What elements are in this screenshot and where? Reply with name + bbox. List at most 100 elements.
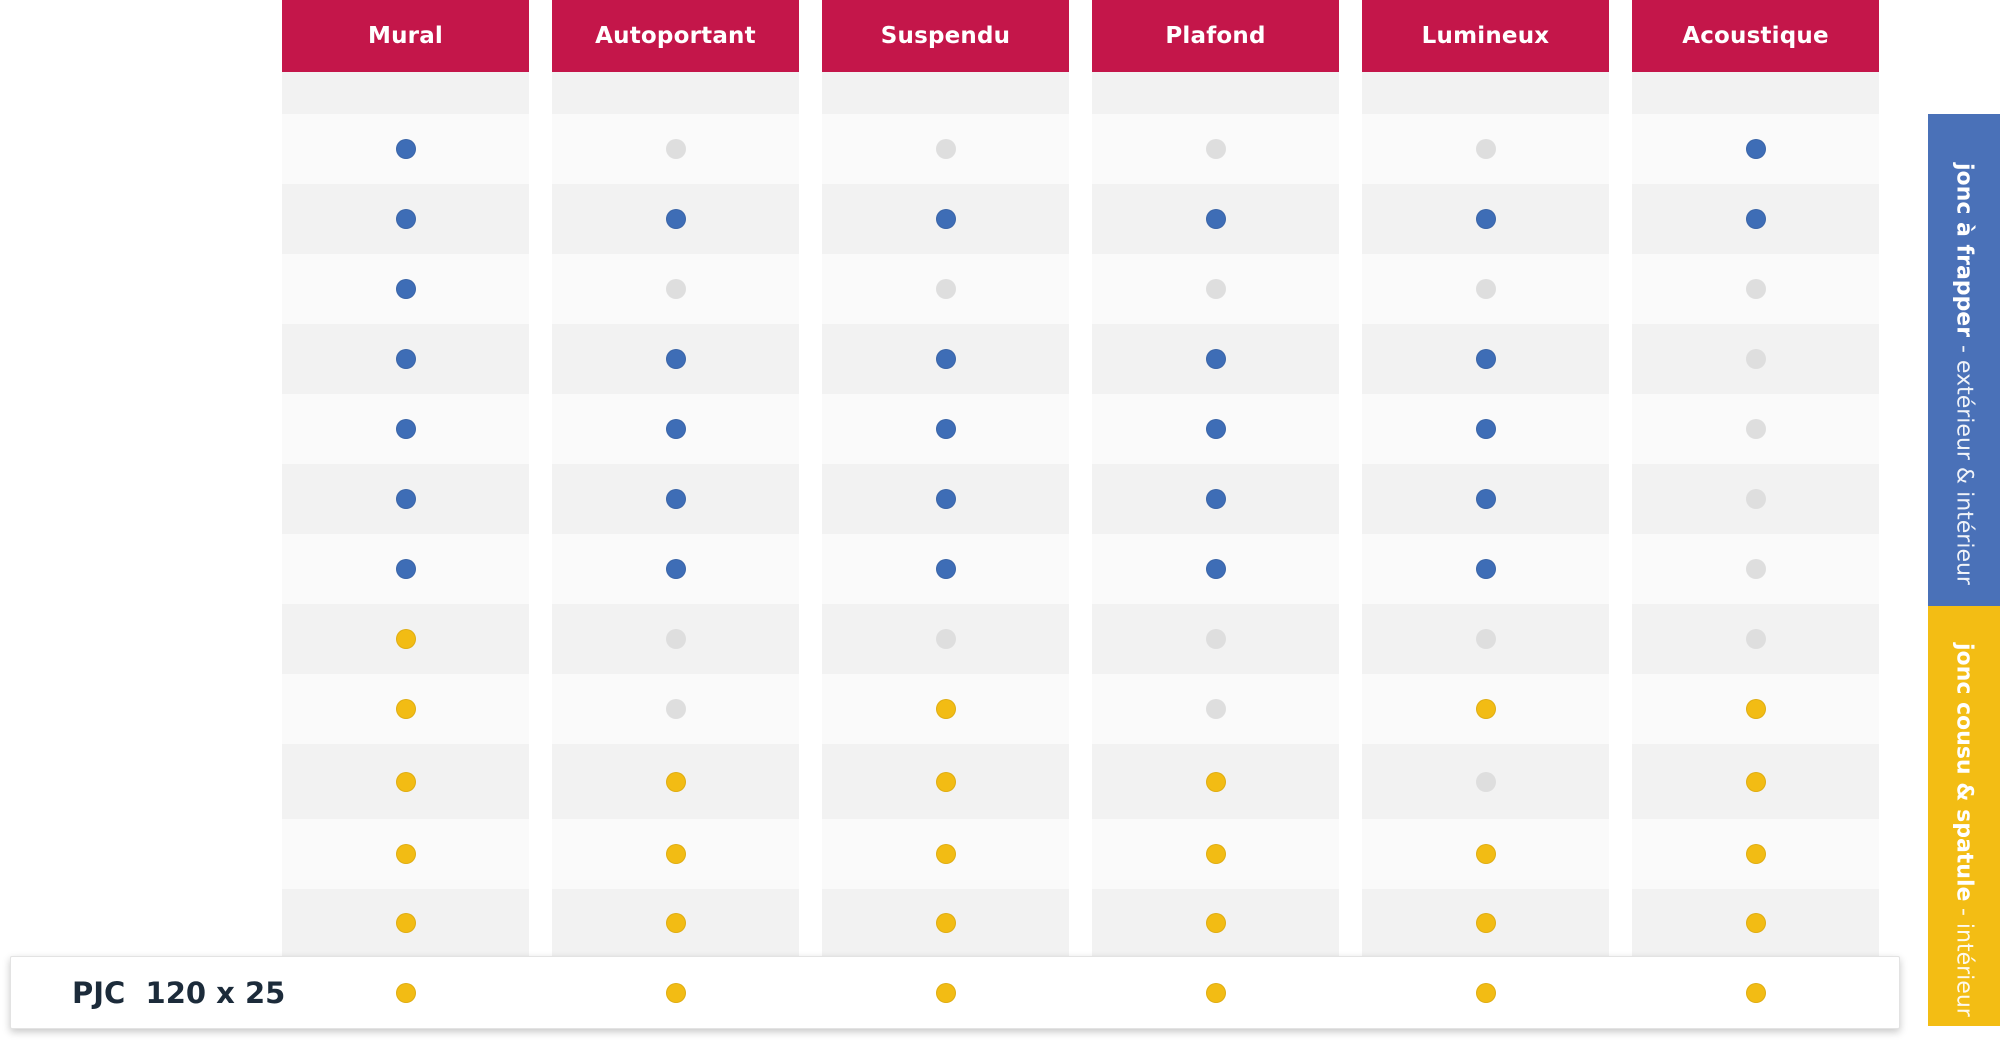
- availability-dot-blue: [935, 349, 956, 369]
- availability-dot-gray: [1745, 629, 1766, 649]
- availability-dot-blue: [1205, 559, 1226, 579]
- column-top-band: [1632, 72, 1879, 114]
- column-header-mural: Mural: [282, 0, 529, 72]
- availability-dot-blue: [1205, 349, 1226, 369]
- availability-dot-gray: [665, 279, 686, 299]
- column-header-lumineux: Lumineux: [1362, 0, 1609, 72]
- column-header-plafond: Plafond: [1092, 0, 1339, 72]
- availability-dot-yellow: [1745, 982, 1766, 1003]
- availability-dot-blue: [665, 209, 686, 229]
- side-label-yellow: jonc cousu & spatule - intérieur: [1952, 615, 1977, 1017]
- availability-dot-blue: [935, 209, 956, 229]
- availability-dot-blue: [395, 419, 416, 439]
- availability-dot-gray: [665, 629, 686, 649]
- side-label-blue-light: - extérieur & intérieur: [1951, 337, 1977, 585]
- availability-dot-blue: [665, 559, 686, 579]
- availability-dot-gray: [665, 699, 686, 719]
- availability-dot-blue: [1475, 349, 1496, 369]
- availability-dot-yellow: [665, 912, 686, 933]
- availability-dot-yellow: [665, 771, 686, 792]
- availability-dot-gray: [935, 279, 956, 299]
- availability-dot-gray: [1205, 139, 1226, 159]
- availability-dot-gray: [935, 629, 956, 649]
- availability-dot-yellow: [935, 912, 956, 933]
- availability-dot-blue: [1475, 559, 1496, 579]
- availability-dot-yellow: [1745, 844, 1766, 864]
- availability-dot-gray: [1475, 771, 1496, 792]
- availability-dot-blue: [395, 489, 416, 509]
- availability-dot-yellow: [935, 982, 956, 1003]
- availability-dot-gray: [1745, 489, 1766, 509]
- column-top-band: [822, 72, 1069, 114]
- availability-dot-yellow: [395, 629, 416, 649]
- availability-dot-yellow: [935, 844, 956, 864]
- side-band-blue: jonc à frapper - extérieur & intérieur: [1928, 114, 2000, 606]
- availability-dot-yellow: [935, 771, 956, 792]
- availability-dot-blue: [935, 559, 956, 579]
- availability-dot-blue: [935, 419, 956, 439]
- availability-dot-blue: [395, 279, 416, 299]
- availability-dot-yellow: [1475, 844, 1496, 864]
- availability-dot-blue: [1205, 489, 1226, 509]
- side-band-yellow: jonc cousu & spatule - intérieur: [1928, 606, 2000, 1026]
- availability-dot-blue: [1475, 209, 1496, 229]
- availability-dot-blue: [1475, 489, 1496, 509]
- availability-dot-gray: [935, 139, 956, 159]
- availability-dot-blue: [395, 209, 416, 229]
- availability-dot-yellow: [665, 844, 686, 864]
- availability-dot-blue: [395, 139, 416, 159]
- side-label-blue: jonc à frapper - extérieur & intérieur: [1952, 135, 1977, 584]
- availability-dot-blue: [1745, 209, 1766, 229]
- availability-dot-gray: [1745, 279, 1766, 299]
- column-top-band: [282, 72, 529, 114]
- availability-dot-yellow: [1745, 912, 1766, 933]
- availability-dot-gray: [1205, 629, 1226, 649]
- availability-dot-yellow: [935, 699, 956, 719]
- availability-dot-gray: [1745, 559, 1766, 579]
- column-top-band: [1092, 72, 1339, 114]
- availability-dot-gray: [1475, 629, 1496, 649]
- availability-dot-gray: [1745, 349, 1766, 369]
- side-label-yellow-light: - intérieur: [1951, 901, 1977, 1018]
- availability-dot-gray: [1475, 279, 1496, 299]
- availability-dot-yellow: [395, 771, 416, 792]
- row-label: PJC 120 x 25: [72, 975, 286, 1010]
- availability-dot-yellow: [1205, 844, 1226, 864]
- availability-dot-blue: [1205, 209, 1226, 229]
- availability-dot-yellow: [395, 699, 416, 719]
- side-label-blue-bold: jonc à frapper: [1951, 163, 1977, 338]
- availability-dot-yellow: [1475, 982, 1496, 1003]
- availability-dot-yellow: [1475, 912, 1496, 933]
- column-header-suspendu: Suspendu: [822, 0, 1069, 72]
- availability-dot-yellow: [1745, 771, 1766, 792]
- availability-dot-yellow: [665, 982, 686, 1003]
- availability-dot-yellow: [1205, 982, 1226, 1003]
- availability-dot-yellow: [395, 844, 416, 864]
- availability-dot-gray: [1745, 419, 1766, 439]
- availability-dot-blue: [665, 349, 686, 369]
- availability-dot-blue: [935, 489, 956, 509]
- column-header-acoustique: Acoustique: [1632, 0, 1879, 72]
- availability-dot-blue: [395, 349, 416, 369]
- availability-dot-blue: [1475, 419, 1496, 439]
- availability-dot-yellow: [395, 912, 416, 933]
- availability-dot-gray: [665, 139, 686, 159]
- column-top-band: [1362, 72, 1609, 114]
- availability-dot-gray: [1475, 139, 1496, 159]
- column-header-autoportant: Autoportant: [552, 0, 799, 72]
- availability-dot-yellow: [1205, 912, 1226, 933]
- availability-dot-yellow: [1205, 771, 1226, 792]
- availability-dot-yellow: [1745, 699, 1766, 719]
- availability-dot-blue: [1745, 139, 1766, 159]
- column-top-band: [552, 72, 799, 114]
- availability-dot-blue: [665, 489, 686, 509]
- availability-dot-gray: [1205, 699, 1226, 719]
- availability-dot-blue: [395, 559, 416, 579]
- side-label-yellow-bold: jonc cousu & spatule: [1951, 642, 1977, 902]
- availability-dot-yellow: [1475, 699, 1496, 719]
- availability-dot-blue: [1205, 419, 1226, 439]
- availability-dot-yellow: [395, 982, 416, 1003]
- availability-dot-gray: [1205, 279, 1226, 299]
- availability-dot-blue: [665, 419, 686, 439]
